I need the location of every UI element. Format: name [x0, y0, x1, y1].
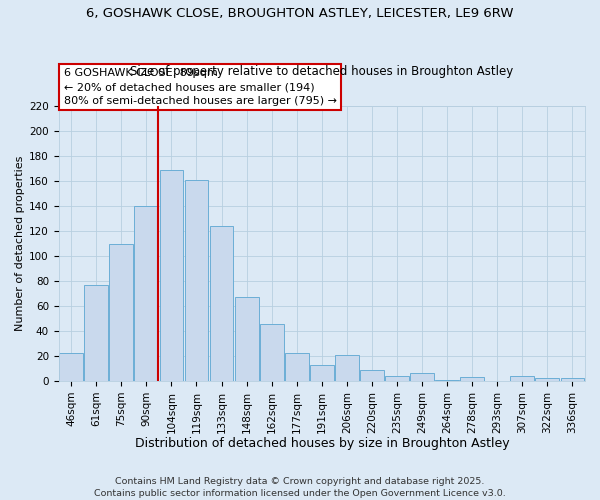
- X-axis label: Distribution of detached houses by size in Broughton Astley: Distribution of detached houses by size …: [134, 437, 509, 450]
- Bar: [285, 354, 308, 381]
- Bar: [435, 380, 459, 381]
- Text: 6 GOSHAWK CLOSE: 89sqm
← 20% of detached houses are smaller (194)
80% of semi-de: 6 GOSHAWK CLOSE: 89sqm ← 20% of detached…: [64, 68, 337, 106]
- Bar: [410, 374, 434, 381]
- Bar: [460, 377, 484, 381]
- Y-axis label: Number of detached properties: Number of detached properties: [15, 156, 25, 331]
- Bar: [85, 285, 108, 381]
- Bar: [185, 180, 208, 381]
- Text: Contains HM Land Registry data © Crown copyright and database right 2025.
Contai: Contains HM Land Registry data © Crown c…: [94, 476, 506, 498]
- Bar: [160, 170, 184, 381]
- Bar: [511, 376, 534, 381]
- Bar: [360, 370, 384, 381]
- Bar: [335, 354, 359, 381]
- Bar: [560, 378, 584, 381]
- Text: 6, GOSHAWK CLOSE, BROUGHTON ASTLEY, LEICESTER, LE9 6RW: 6, GOSHAWK CLOSE, BROUGHTON ASTLEY, LEIC…: [86, 8, 514, 20]
- Bar: [59, 354, 83, 381]
- Bar: [310, 364, 334, 381]
- Bar: [260, 324, 284, 381]
- Bar: [209, 226, 233, 381]
- Title: Size of property relative to detached houses in Broughton Astley: Size of property relative to detached ho…: [130, 66, 514, 78]
- Bar: [385, 376, 409, 381]
- Bar: [109, 244, 133, 381]
- Bar: [235, 298, 259, 381]
- Bar: [134, 206, 158, 381]
- Bar: [535, 378, 559, 381]
